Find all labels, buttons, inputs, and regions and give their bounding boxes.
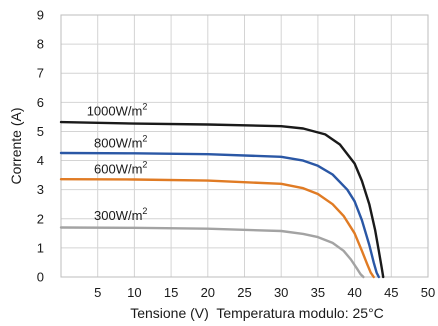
- series-line: [59, 178, 375, 279]
- x-tick-label: 35: [311, 285, 325, 300]
- plot-frame: [60, 14, 429, 278]
- y-tick-label: 8: [37, 37, 44, 52]
- y-tick-label: 6: [37, 95, 44, 110]
- series-annotation: 300W/m2: [94, 206, 147, 223]
- series-annotation: 1000W/m2: [87, 101, 148, 118]
- x-tick-label: 40: [347, 285, 361, 300]
- y-tick-labels: 0 1 2 3 4 5 6 7 8 9: [37, 8, 44, 285]
- x-tick-label: 5: [94, 285, 101, 300]
- x-tick-label: 10: [127, 285, 141, 300]
- x-tick-label: 50: [421, 285, 435, 300]
- y-tick-label: 5: [37, 124, 44, 139]
- y-tick-label: 9: [37, 8, 44, 23]
- x-tick-label: 30: [274, 285, 288, 300]
- y-tick-label: 7: [37, 66, 44, 81]
- x-tick-label: 45: [384, 285, 398, 300]
- series-line: [59, 120, 385, 279]
- y-axis-label: Corrente (A): [8, 107, 24, 184]
- y-tick-label: 1: [37, 240, 44, 255]
- x-tick-label: 20: [201, 285, 215, 300]
- x-tick-label: 25: [237, 285, 251, 300]
- series-annotations: 1000W/m2 800W/m2 600W/m2 300W/m2: [87, 101, 148, 223]
- y-tick-label: 0: [37, 270, 44, 285]
- x-tick-labels: 5 10 15 20 25 30 35 40 45 50: [94, 285, 435, 300]
- series-annotation: 600W/m2: [94, 160, 147, 177]
- x-axis-label: Tensione (V) Temperatura modulo: 25°C: [130, 305, 384, 321]
- series-line: [59, 226, 365, 279]
- x-tick-label: 15: [164, 285, 178, 300]
- y-tick-label: 3: [37, 182, 44, 197]
- y-tick-label: 4: [37, 153, 44, 168]
- curves: [59, 120, 385, 279]
- y-tick-label: 2: [37, 211, 44, 226]
- series-line: [59, 151, 380, 279]
- series-annotation: 800W/m2: [94, 133, 147, 150]
